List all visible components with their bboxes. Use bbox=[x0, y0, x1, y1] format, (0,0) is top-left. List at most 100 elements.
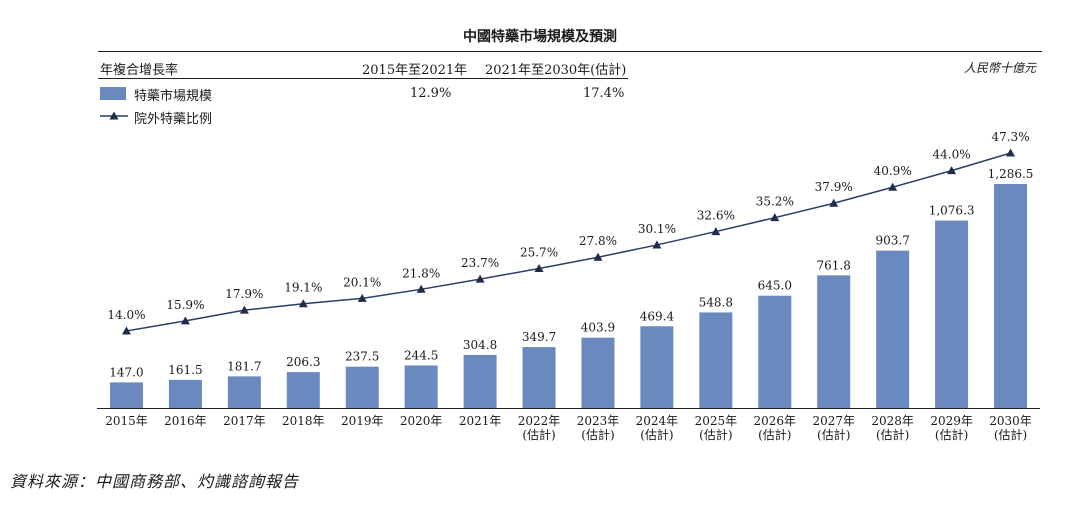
bar-value-label: 244.5 bbox=[404, 348, 438, 362]
x-tick-label: 2025年 bbox=[695, 414, 738, 428]
line-point bbox=[888, 182, 898, 191]
bar bbox=[404, 365, 438, 408]
bar-value-label: 161.5 bbox=[168, 363, 202, 377]
x-tick-label: (估計) bbox=[935, 427, 968, 442]
x-tick-label: 2017年 bbox=[223, 414, 266, 428]
line-point bbox=[1006, 148, 1016, 157]
x-tick-label: 2020年 bbox=[400, 414, 443, 428]
bar-value-label: 903.7 bbox=[875, 234, 909, 248]
bar-value-label: 304.8 bbox=[463, 338, 497, 352]
bar-value-label: 237.5 bbox=[345, 350, 379, 364]
bar-cagr-1: 12.9% bbox=[410, 86, 452, 101]
line-legend-label: 院外特藥比例 bbox=[134, 112, 213, 127]
bar-legend-label: 特藥市場規模 bbox=[134, 89, 213, 104]
x-tick-label: 2022年 bbox=[518, 414, 561, 428]
line-point bbox=[298, 299, 308, 308]
chart-plot: 147.0 2015年 161.5 2016年 181.7 2017年 206.3 2018年… bbox=[97, 130, 1040, 442]
bar bbox=[640, 326, 674, 408]
cagr-period-1: 2015年至2021年 bbox=[362, 63, 468, 78]
line-point bbox=[180, 316, 190, 325]
bar-value-label: 1,076.3 bbox=[929, 204, 975, 218]
line-point bbox=[829, 198, 839, 207]
x-tick-label: 2015年 bbox=[105, 414, 148, 428]
x-tick-label: 2019年 bbox=[341, 414, 384, 428]
x-tick-label: 2028年 bbox=[871, 414, 914, 428]
x-tick-label: (估計) bbox=[640, 427, 673, 442]
line-value-label: 25.7% bbox=[520, 245, 558, 259]
line-point bbox=[239, 305, 249, 314]
bar bbox=[463, 354, 497, 408]
line-value-label: 35.2% bbox=[756, 195, 794, 209]
bar bbox=[522, 347, 556, 408]
bar bbox=[286, 372, 320, 408]
line-value-label: 44.0% bbox=[933, 148, 971, 162]
bar bbox=[876, 250, 910, 408]
bar-value-label: 761.8 bbox=[817, 258, 851, 272]
line-value-label: 37.9% bbox=[815, 180, 853, 194]
bar bbox=[758, 295, 792, 408]
x-tick-label: (估計) bbox=[581, 427, 614, 442]
line-point bbox=[416, 284, 426, 293]
ratio-line bbox=[126, 152, 1011, 332]
line-point bbox=[475, 274, 485, 283]
bar bbox=[345, 366, 379, 408]
x-tick-label: 2023年 bbox=[577, 414, 620, 428]
line-value-label: 19.1% bbox=[284, 281, 322, 295]
bar bbox=[109, 382, 143, 408]
line-value-label: 17.9% bbox=[225, 287, 263, 301]
bar bbox=[994, 184, 1028, 408]
bar-value-label: 1,286.5 bbox=[988, 167, 1034, 181]
line-point bbox=[652, 240, 662, 249]
bar bbox=[699, 312, 733, 408]
x-tick-label: (估計) bbox=[699, 427, 732, 442]
x-tick-label: 2026年 bbox=[754, 414, 797, 428]
x-tick-label: 2030年 bbox=[989, 414, 1032, 428]
bar bbox=[935, 220, 969, 408]
x-tick-label: (估計) bbox=[758, 427, 791, 442]
bar-value-label: 403.9 bbox=[581, 321, 615, 335]
table-rule bbox=[98, 78, 628, 79]
line-point bbox=[121, 326, 131, 335]
line-legend-swatch bbox=[100, 111, 128, 120]
line-point bbox=[593, 252, 603, 261]
bar-value-label: 645.0 bbox=[758, 279, 792, 293]
bar-value-label: 147.0 bbox=[109, 365, 143, 379]
x-tick-label: (估計) bbox=[817, 427, 850, 442]
bar bbox=[581, 337, 615, 408]
cagr-period-2: 2021年至2030年(估計) bbox=[485, 63, 627, 78]
x-tick-label: 2018年 bbox=[282, 414, 325, 428]
x-tick-label: (估計) bbox=[522, 427, 555, 442]
cagr-label: 年複合增長率 bbox=[100, 63, 179, 78]
line-value-label: 27.8% bbox=[579, 234, 617, 248]
bar-value-label: 469.4 bbox=[640, 309, 675, 323]
unit-label: 人民幣十億元 bbox=[963, 61, 1036, 75]
line-value-label: 15.9% bbox=[166, 298, 204, 312]
x-tick-label: 2029年 bbox=[930, 414, 973, 428]
bar-value-label: 206.3 bbox=[286, 355, 320, 369]
x-tick-label: 2027年 bbox=[812, 414, 855, 428]
line-value-label: 47.3% bbox=[991, 130, 1029, 144]
line-point bbox=[534, 263, 544, 272]
line-point bbox=[357, 293, 367, 302]
line-value-label: 32.6% bbox=[697, 209, 735, 223]
line-value-label: 21.8% bbox=[402, 266, 440, 280]
x-tick-label: 2021年 bbox=[459, 414, 502, 428]
line-point bbox=[947, 166, 957, 175]
x-tick-label: (估計) bbox=[876, 427, 909, 442]
bar-value-label: 181.7 bbox=[227, 359, 261, 373]
bar-value-label: 349.7 bbox=[522, 330, 556, 344]
line-value-label: 20.1% bbox=[343, 275, 381, 289]
bar bbox=[817, 275, 851, 408]
line-point bbox=[711, 227, 721, 236]
bar bbox=[168, 379, 202, 408]
x-tick-label: (估計) bbox=[994, 427, 1027, 442]
x-tick-label: 2016年 bbox=[164, 414, 207, 428]
source-note: 資料來源：中國商務部、灼識諮詢報告 bbox=[10, 472, 300, 491]
bar-legend-swatch bbox=[100, 87, 126, 100]
line-point bbox=[770, 213, 780, 222]
bar bbox=[227, 376, 261, 408]
line-value-label: 23.7% bbox=[461, 256, 499, 270]
bar-cagr-2: 17.4% bbox=[583, 86, 625, 101]
top-rule bbox=[98, 51, 1042, 52]
chart-title: 中國特藥市場規模及預測 bbox=[463, 29, 617, 45]
